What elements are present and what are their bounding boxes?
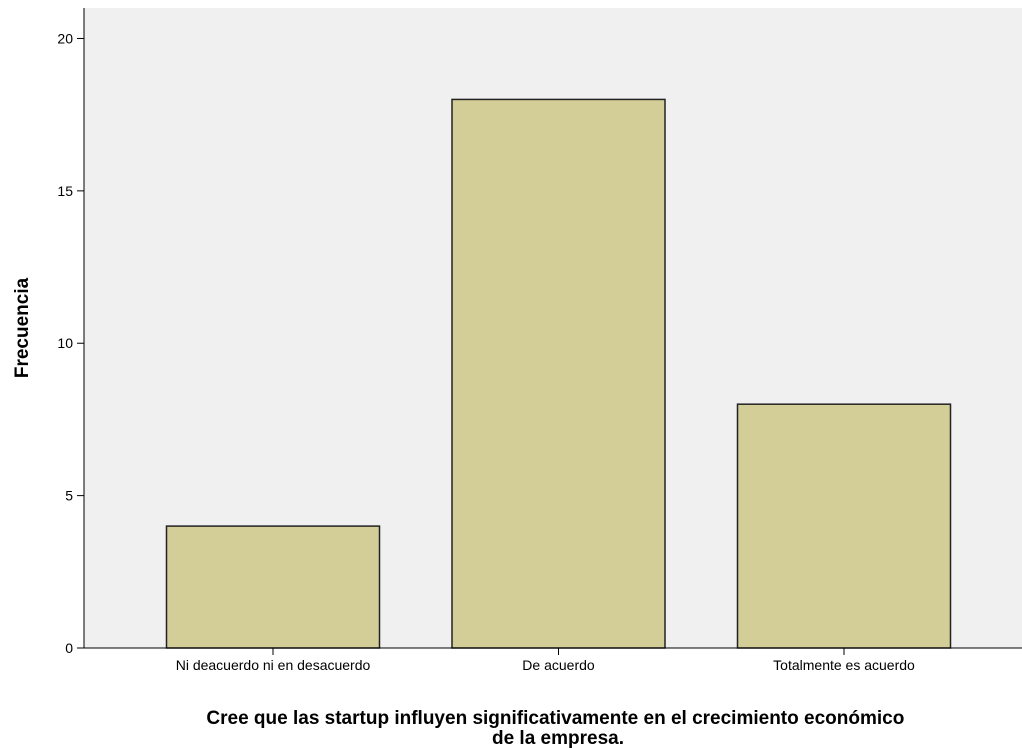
- x-axis-title-line-2: de la empresa.: [492, 728, 624, 748]
- y-tick-label: 15: [57, 183, 73, 199]
- bar-1: [165, 525, 381, 649]
- x-tick-label: De acuerdo: [522, 657, 595, 673]
- y-axis-title: Frecuencia: [12, 277, 33, 378]
- bar-2: [451, 98, 666, 649]
- x-axis-title-line-1: Cree que las startup influyen significat…: [206, 708, 904, 729]
- y-tick-label: 10: [57, 335, 73, 351]
- y-tick-label: 5: [65, 488, 73, 504]
- y-tick-label: 20: [57, 30, 73, 46]
- x-tick-label: Totalmente es acuerdo: [773, 657, 915, 673]
- y-tick-label: 0: [65, 640, 73, 656]
- x-axis: Ni deacuerdo ni en desacuerdo De acuerdo T…: [84, 647, 1022, 673]
- x-tick-label: Ni deacuerdo ni en desacuerdo: [176, 657, 371, 673]
- bar-3: [736, 403, 952, 649]
- x-axis-title: Cree que las startup influyen significat…: [206, 708, 909, 748]
- y-axis: 0 5 10 15 20: [57, 8, 85, 656]
